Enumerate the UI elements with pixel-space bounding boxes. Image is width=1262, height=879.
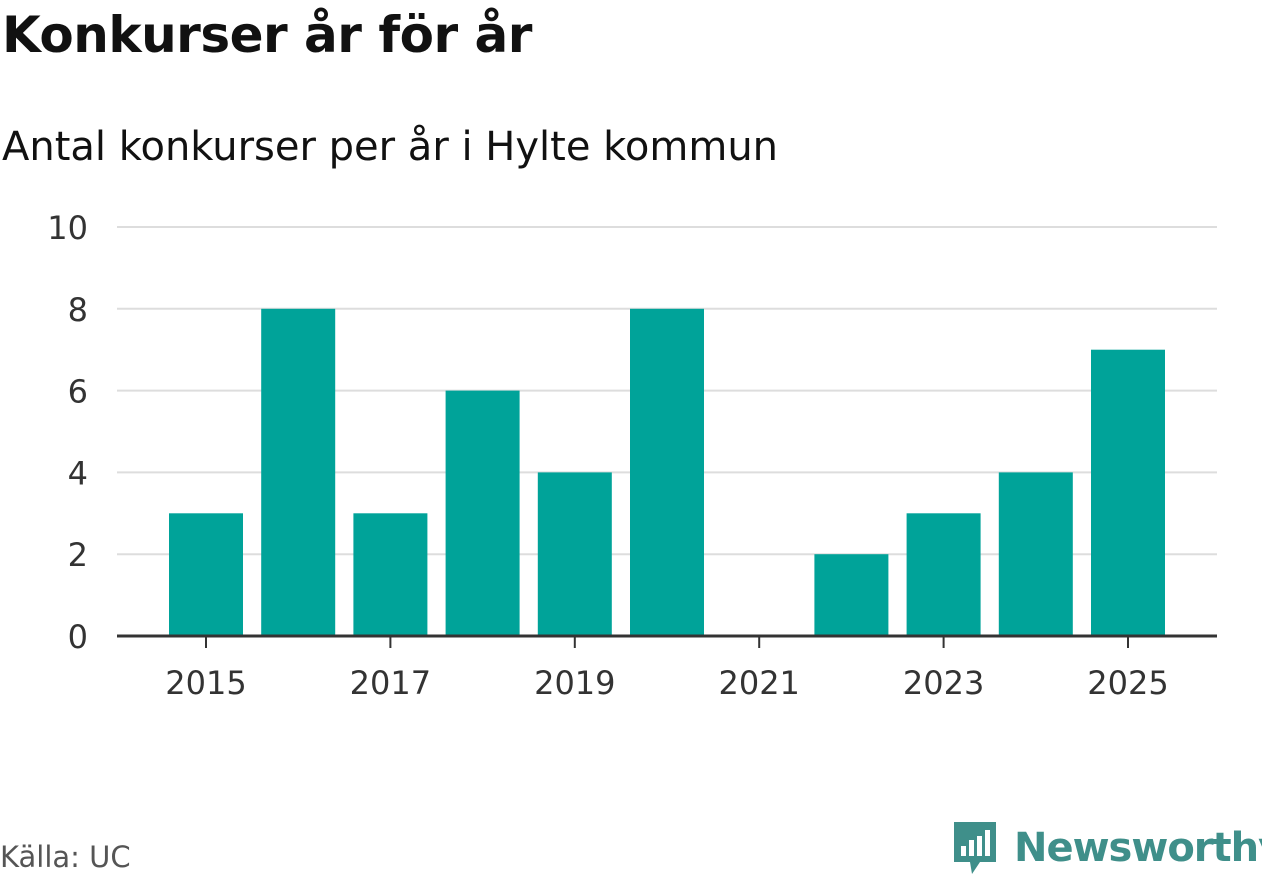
- y-tick-label: 2: [68, 536, 88, 574]
- y-tick-label: 4: [68, 454, 88, 492]
- bar-2016: [261, 308, 336, 636]
- y-tick-label: 0: [68, 618, 88, 656]
- brand-name: Newsworthy: [1014, 825, 1262, 871]
- y-tick-label: 6: [68, 373, 88, 411]
- x-tick-label: 2023: [903, 664, 984, 702]
- x-tick-label: 2017: [350, 664, 431, 702]
- bar-2020: [630, 308, 704, 636]
- bars: [169, 308, 1165, 636]
- chart-title: Konkurser år för år: [2, 6, 532, 64]
- brand-logo: Newsworthy: [950, 818, 1262, 878]
- bar-2022: [814, 554, 889, 636]
- bar-2023: [906, 513, 981, 636]
- x-tick-label: 2015: [165, 664, 246, 702]
- bar-2017: [353, 513, 428, 636]
- y-tick-label: 10: [47, 209, 88, 247]
- x-tick-label: 2025: [1087, 664, 1168, 702]
- tick-labels: 0 2 4 6 8 10 2015 2017 2019 2021 2023 2025: [47, 209, 1168, 702]
- y-tick-label: 8: [68, 291, 88, 329]
- bar-2015: [169, 513, 243, 636]
- chart-subtitle: Antal konkurser per år i Hylte kommun: [2, 124, 779, 170]
- bar-2019: [537, 472, 612, 636]
- bar-2025: [1091, 349, 1165, 636]
- bar-2018: [445, 390, 520, 636]
- axes: [117, 634, 1217, 648]
- source-note: Källa: UC: [0, 840, 131, 874]
- x-tick-label: 2019: [534, 664, 615, 702]
- bar-2024: [998, 472, 1073, 636]
- bar-chart: 0 2 4 6 8 10 2015 2017 2019 2021 2023 2025: [47, 209, 1217, 702]
- newsworthy-logo-icon: [954, 822, 996, 874]
- x-tick-label: 2021: [718, 664, 799, 702]
